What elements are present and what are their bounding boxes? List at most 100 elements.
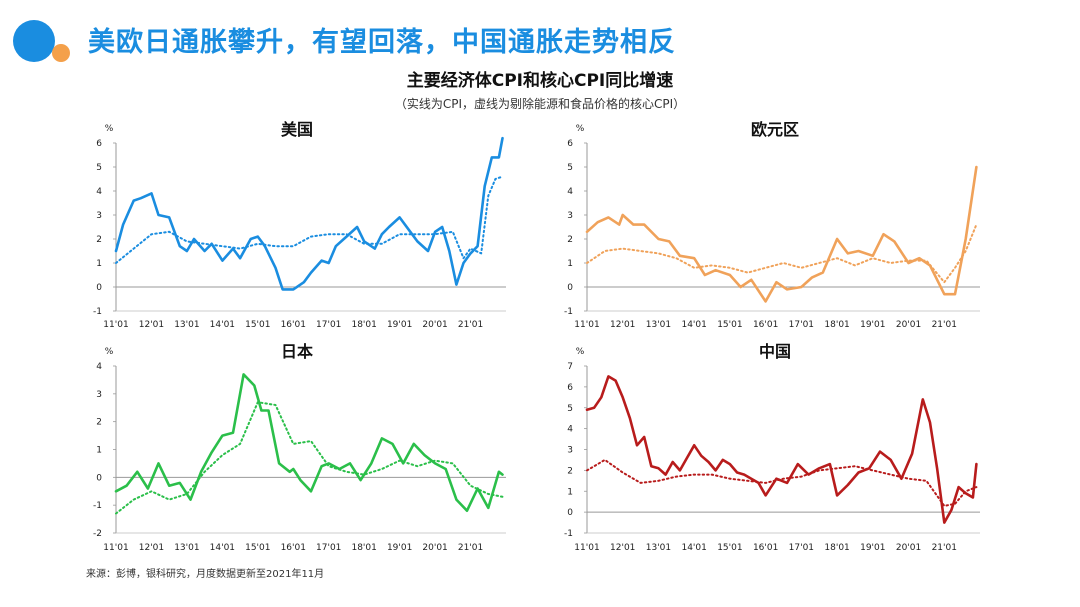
x-tick-label-euro: 12'01	[610, 320, 635, 330]
x-tick-label-euro: 17'01	[789, 320, 814, 330]
x-tick-label-japan: 14'01	[210, 543, 235, 553]
y-tick-label-euro: -1	[564, 307, 573, 317]
x-tick-label-china: 19'01	[860, 543, 885, 553]
core-cpi-line-china	[586, 458, 978, 507]
y-unit-label-china: %	[576, 347, 585, 357]
x-tick-label-euro: 19'01	[860, 320, 885, 330]
x-tick-label-us: 19'01	[387, 320, 412, 330]
y-tick-label-japan: 0	[96, 473, 102, 483]
chart-panel-japan: 日本% -2 -1 0 1 2 3 4 11'01 12'01 13'01 14'01 15'01 16'…	[93, 342, 506, 553]
y-tick-label-japan: -1	[93, 501, 102, 511]
logo-blue-circle	[13, 20, 55, 62]
y-tick-label-us: 5	[96, 163, 102, 173]
x-tick-label-japan: 19'01	[387, 543, 412, 553]
x-tick-label-euro: 21'01	[932, 320, 957, 330]
x-tick-label-china: 20'01	[896, 543, 921, 553]
y-tick-label-euro: 3	[567, 211, 573, 221]
x-tick-label-china: 17'01	[789, 543, 814, 553]
y-tick-label-us: 4	[96, 187, 102, 197]
slide-title: 美欧日通胀攀升，有望回落，中国通胀走势相反	[88, 27, 676, 58]
x-tick-label-japan: 17'01	[316, 543, 341, 553]
core-cpi-line-euro	[586, 223, 978, 284]
x-tick-label-china: 13'01	[646, 543, 671, 553]
x-tick-label-japan: 11'01	[103, 543, 128, 553]
source-note: 来源：彭博，银科研究，月度数据更新至2021年11月	[86, 569, 325, 580]
x-tick-label-euro: 18'01	[824, 320, 849, 330]
x-tick-label-us: 14'01	[210, 320, 235, 330]
y-tick-label-us: 6	[96, 139, 102, 149]
x-tick-label-china: 16'01	[753, 543, 778, 553]
x-tick-label-china: 21'01	[932, 543, 957, 553]
panel-title-us: 美国	[281, 120, 313, 139]
panel-title-china: 中国	[759, 342, 791, 361]
x-tick-label-china: 15'01	[717, 543, 742, 553]
chart-panel-us: 美国% -1 0 1 2 3 4 5 6 11'01 12'01 13'01 14'01 15'01 16'…	[93, 120, 506, 330]
y-tick-label-japan: 3	[96, 390, 102, 400]
y-tick-label-china: 5	[567, 404, 573, 414]
y-tick-label-japan: 4	[96, 362, 102, 372]
y-tick-label-euro: 0	[567, 283, 573, 293]
y-tick-label-euro: 4	[567, 187, 573, 197]
y-tick-label-euro: 2	[567, 235, 573, 245]
x-tick-label-euro: 16'01	[753, 320, 778, 330]
x-tick-label-china: 14'01	[681, 543, 706, 553]
y-tick-label-china: -1	[564, 529, 573, 539]
y-tick-label-china: 0	[567, 508, 573, 518]
y-tick-label-us: 3	[96, 211, 102, 221]
x-tick-label-us: 17'01	[316, 320, 341, 330]
y-tick-label-euro: 1	[567, 259, 573, 269]
chart-panel-euro: 欧元区% -1 0 1 2 3 4 5 6 11'01 12'01 13'01 14'01 15'01 16…	[564, 120, 980, 330]
x-tick-label-us: 21'01	[458, 320, 483, 330]
logo-orange-circle	[52, 44, 70, 62]
x-tick-label-us: 11'01	[103, 320, 128, 330]
x-tick-label-japan: 15'01	[245, 543, 270, 553]
chart-title: 主要经济体CPI和核心CPI同比增速	[406, 71, 674, 91]
y-unit-label-japan: %	[105, 347, 114, 357]
x-tick-label-euro: 13'01	[646, 320, 671, 330]
panel-title-japan: 日本	[281, 342, 313, 361]
x-tick-label-us: 18'01	[351, 320, 376, 330]
y-tick-label-china: 1	[567, 487, 573, 497]
x-tick-label-japan: 16'01	[281, 543, 306, 553]
y-tick-label-china: 3	[567, 446, 573, 456]
x-tick-label-euro: 11'01	[574, 320, 599, 330]
x-tick-label-japan: 12'01	[139, 543, 164, 553]
y-tick-label-us: 1	[96, 259, 102, 269]
core-cpi-line-japan	[115, 401, 504, 515]
x-tick-label-japan: 18'01	[351, 543, 376, 553]
y-tick-label-euro: 5	[567, 163, 573, 173]
y-tick-label-us: -1	[93, 307, 102, 317]
cpi-line-china	[585, 375, 978, 524]
chart-panel-china: 中国% -1 0 1 2 3 4 5 6 7 11'01 12'01 13'01 14'01 15'01 16…	[564, 342, 980, 553]
x-tick-label-euro: 20'01	[896, 320, 921, 330]
x-tick-label-japan: 20'01	[422, 543, 447, 553]
y-unit-label-us: %	[105, 124, 114, 134]
chart-subtitle: （实线为CPI，虚线为剔除能源和食品价格的核心CPI）	[394, 97, 686, 111]
y-tick-label-japan: 2	[96, 418, 102, 428]
cpi-line-us	[114, 136, 504, 291]
y-tick-label-us: 2	[96, 235, 102, 245]
y-tick-label-china: 7	[567, 362, 573, 372]
y-tick-label-china: 4	[567, 425, 573, 435]
y-tick-label-china: 6	[567, 383, 573, 393]
x-tick-label-us: 16'01	[281, 320, 306, 330]
cpi-line-japan	[114, 373, 504, 513]
y-tick-label-china: 2	[567, 466, 573, 476]
x-tick-label-china: 11'01	[574, 543, 599, 553]
x-tick-label-us: 20'01	[422, 320, 447, 330]
x-tick-label-china: 12'01	[610, 543, 635, 553]
core-cpi-line-us	[115, 175, 504, 264]
x-tick-label-euro: 15'01	[717, 320, 742, 330]
x-tick-label-japan: 21'01	[458, 543, 483, 553]
x-tick-label-us: 13'01	[174, 320, 199, 330]
y-tick-label-euro: 6	[567, 139, 573, 149]
y-tick-label-us: 0	[96, 283, 102, 293]
y-tick-label-japan: -2	[93, 529, 102, 539]
panel-title-euro: 欧元区	[751, 120, 799, 139]
cpi-line-euro	[585, 165, 978, 303]
x-tick-label-us: 15'01	[245, 320, 270, 330]
x-tick-label-china: 18'01	[824, 543, 849, 553]
x-tick-label-us: 12'01	[139, 320, 164, 330]
x-tick-label-japan: 13'01	[174, 543, 199, 553]
